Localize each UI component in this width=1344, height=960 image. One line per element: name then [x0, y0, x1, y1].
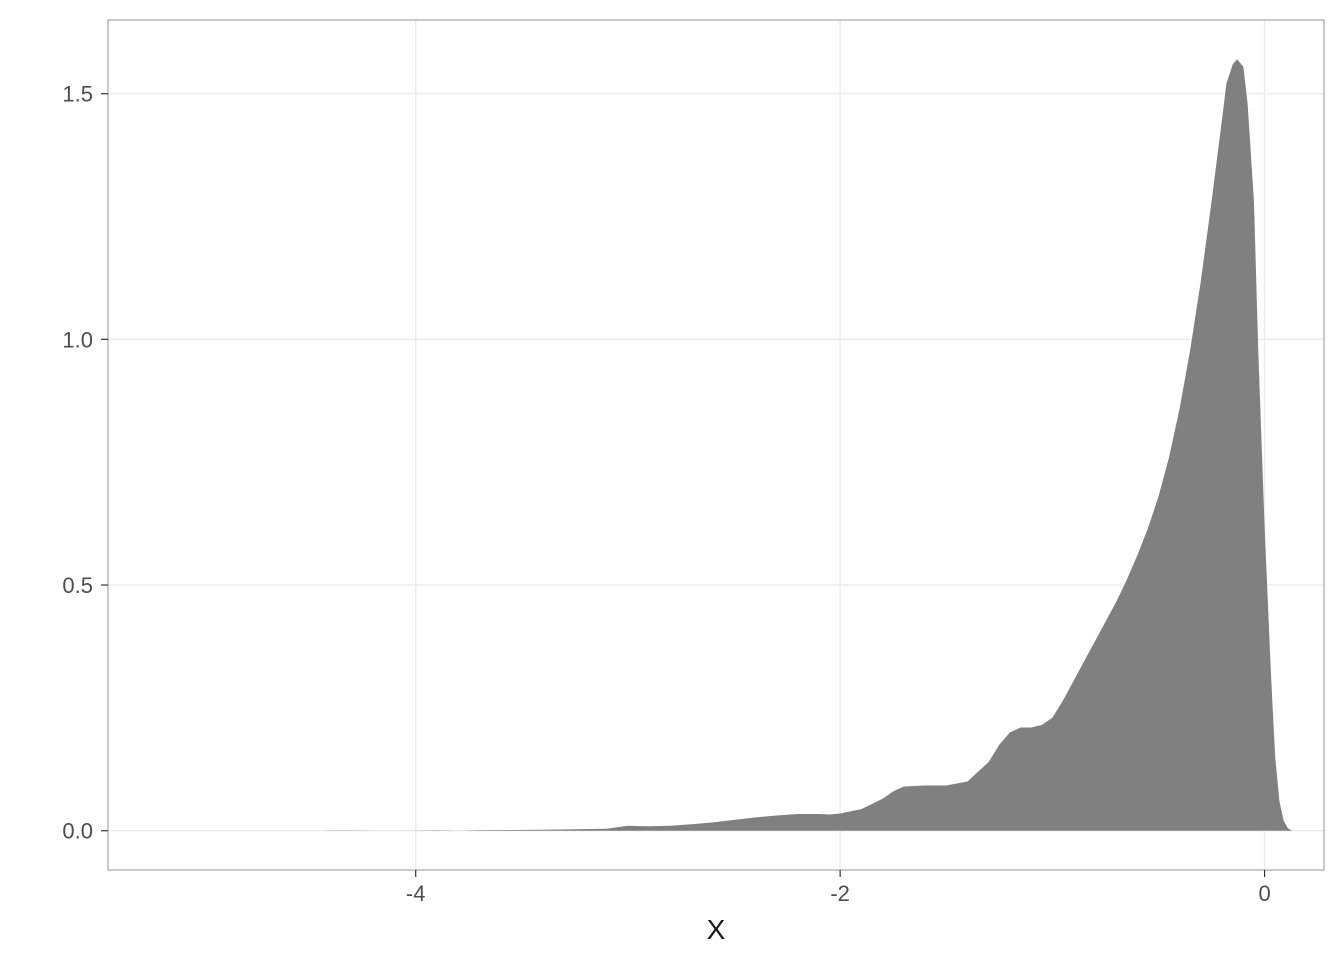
density-chart: -4 -2 0 0.0 0.5 1.0 1.5 X — [0, 0, 1344, 960]
chart-svg: -4 -2 0 0.0 0.5 1.0 1.5 X — [0, 0, 1344, 960]
x-axis-title: X — [707, 914, 726, 945]
y-tick-label: 0.0 — [62, 819, 93, 844]
x-tick-label: 0 — [1258, 881, 1270, 906]
x-tick-label: -4 — [406, 881, 426, 906]
y-tick-label: 1.5 — [62, 82, 93, 107]
y-tick-label: 0.5 — [62, 573, 93, 598]
x-tick-label: -2 — [830, 881, 850, 906]
y-tick-label: 1.0 — [62, 327, 93, 352]
